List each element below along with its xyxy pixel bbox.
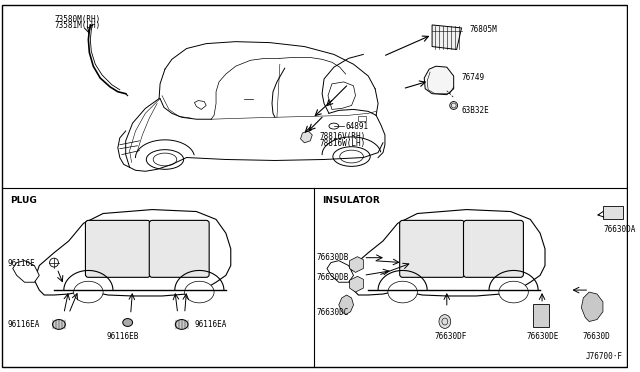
Polygon shape: [35, 209, 231, 296]
Ellipse shape: [388, 281, 417, 303]
Text: 76630DF: 76630DF: [434, 332, 467, 341]
FancyBboxPatch shape: [463, 220, 524, 277]
Text: 96116EA: 96116EA: [8, 320, 40, 329]
Text: 96116E: 96116E: [8, 259, 36, 268]
Bar: [533, 304, 549, 327]
FancyBboxPatch shape: [399, 220, 465, 277]
Polygon shape: [349, 276, 364, 292]
Text: 76630DA: 76630DA: [604, 225, 636, 234]
Ellipse shape: [450, 102, 458, 109]
Text: J76700·F: J76700·F: [586, 352, 623, 361]
Text: 73581M(LH): 73581M(LH): [54, 22, 100, 31]
Text: 76630DB: 76630DB: [316, 253, 349, 262]
Ellipse shape: [74, 281, 103, 303]
Bar: [603, 206, 623, 219]
Text: 76630D: 76630D: [582, 332, 610, 341]
FancyBboxPatch shape: [149, 220, 209, 277]
Text: 78816W(LH): 78816W(LH): [319, 139, 365, 148]
Ellipse shape: [49, 258, 58, 267]
Text: 76630DE: 76630DE: [526, 332, 559, 341]
Text: 96116EB: 96116EB: [106, 332, 138, 341]
Text: PLUG: PLUG: [10, 196, 36, 205]
Ellipse shape: [52, 320, 65, 329]
Ellipse shape: [329, 123, 339, 129]
Polygon shape: [339, 295, 353, 315]
Polygon shape: [13, 261, 39, 282]
Text: 96116EA: 96116EA: [195, 320, 227, 329]
Bar: [358, 116, 366, 121]
Text: 76749: 76749: [461, 74, 484, 83]
Text: INSULATOR: INSULATOR: [322, 196, 380, 205]
Ellipse shape: [439, 315, 451, 328]
Text: 76630DC: 76630DC: [316, 308, 349, 317]
Polygon shape: [432, 25, 461, 49]
Ellipse shape: [123, 318, 132, 326]
Ellipse shape: [175, 320, 188, 329]
Text: 76630DB: 76630DB: [316, 273, 349, 282]
Ellipse shape: [499, 281, 528, 303]
Polygon shape: [349, 257, 364, 272]
Text: 64891: 64891: [346, 122, 369, 131]
Polygon shape: [327, 261, 353, 282]
FancyBboxPatch shape: [85, 220, 150, 277]
Text: 78816V(RH): 78816V(RH): [319, 132, 365, 141]
Text: 73580M(RH): 73580M(RH): [54, 15, 100, 23]
Text: 63B32E: 63B32E: [461, 106, 490, 115]
Polygon shape: [424, 66, 454, 95]
Polygon shape: [301, 131, 312, 143]
Polygon shape: [349, 209, 545, 296]
Ellipse shape: [184, 281, 214, 303]
Polygon shape: [581, 292, 603, 321]
Text: 76805M: 76805M: [469, 25, 497, 34]
